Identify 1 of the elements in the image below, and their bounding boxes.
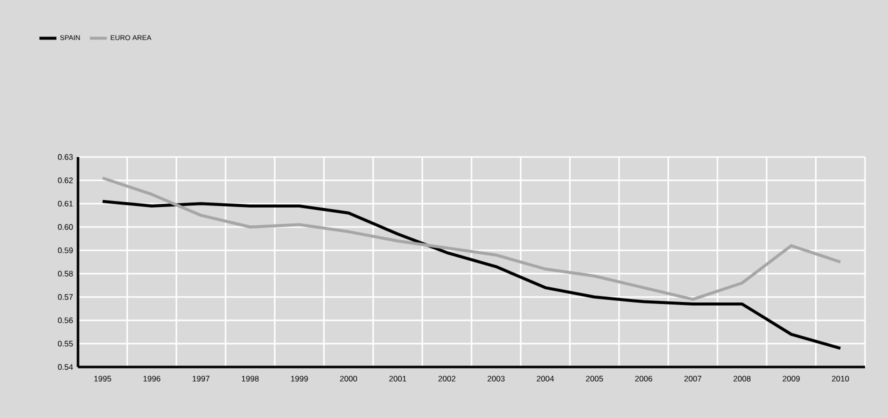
- line-series: [101, 200, 842, 350]
